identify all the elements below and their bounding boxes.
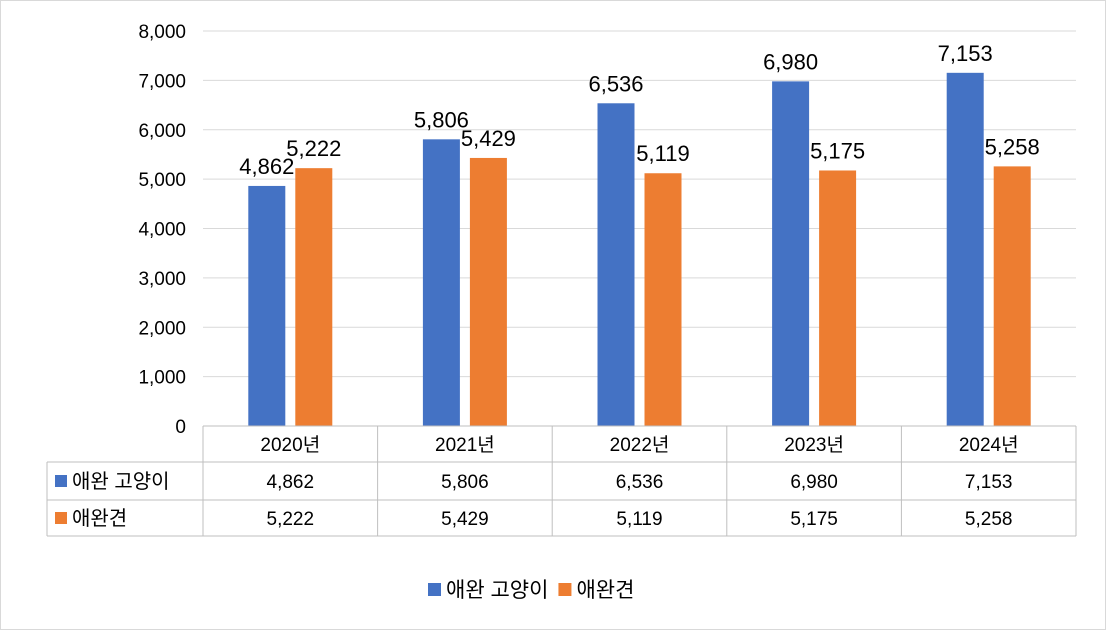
table-cell: 6,536 bbox=[616, 472, 664, 493]
data-label: 5,806 bbox=[414, 107, 469, 132]
table-cell: 5,119 bbox=[616, 509, 662, 530]
table-cell: 4,862 bbox=[267, 472, 315, 493]
y-tick-label: 1,000 bbox=[138, 368, 186, 389]
legend-label: 애완 고양이 bbox=[446, 579, 548, 602]
x-category-label: 2022년 bbox=[610, 434, 670, 456]
bar-dog bbox=[644, 173, 682, 426]
bar-cat bbox=[248, 185, 286, 426]
bar-cat bbox=[597, 103, 635, 426]
bar-dog bbox=[469, 157, 507, 427]
table-cell: 5,429 bbox=[441, 509, 489, 530]
y-tick-label: 2,000 bbox=[138, 318, 186, 339]
y-tick-label: 7,000 bbox=[138, 71, 186, 92]
legend-key bbox=[428, 583, 441, 596]
table-series-name: 애완견 bbox=[72, 507, 127, 530]
table-legend-key bbox=[55, 475, 67, 487]
legend-label: 애완견 bbox=[576, 579, 634, 602]
bar-cat bbox=[946, 72, 984, 427]
data-label: 6,536 bbox=[588, 71, 643, 96]
table-cell: 5,222 bbox=[267, 509, 315, 530]
data-label: 5,175 bbox=[810, 138, 865, 163]
table-series-name: 애완 고양이 bbox=[72, 470, 170, 493]
y-tick-label: 4,000 bbox=[138, 220, 186, 241]
y-tick-label: 5,000 bbox=[138, 170, 186, 191]
x-category-label: 2024년 bbox=[959, 434, 1019, 456]
data-label: 5,429 bbox=[461, 126, 516, 151]
x-category-label: 2020년 bbox=[260, 434, 320, 456]
x-category-label: 2023년 bbox=[784, 434, 844, 456]
y-tick-label: 0 bbox=[175, 417, 186, 438]
data-label: 5,258 bbox=[985, 134, 1040, 159]
table-legend-key bbox=[55, 512, 67, 524]
bar-cat bbox=[772, 81, 810, 427]
bar-dog bbox=[993, 166, 1031, 427]
bar-cat bbox=[422, 139, 460, 427]
table-cell: 7,153 bbox=[965, 472, 1013, 493]
bar-dog bbox=[295, 168, 333, 426]
data-label: 5,222 bbox=[286, 136, 341, 161]
table-cell: 5,175 bbox=[790, 509, 838, 530]
data-label: 7,153 bbox=[938, 41, 993, 66]
data-label: 4,862 bbox=[239, 154, 294, 179]
y-tick-label: 3,000 bbox=[138, 269, 186, 290]
table-cell: 6,980 bbox=[790, 472, 838, 493]
y-tick-label: 8,000 bbox=[138, 22, 186, 43]
y-tick-label: 6,000 bbox=[138, 121, 186, 142]
x-category-label: 2021년 bbox=[435, 434, 495, 456]
data-label: 5,119 bbox=[636, 141, 689, 166]
legend-key bbox=[558, 583, 572, 596]
bar-dog bbox=[819, 170, 857, 426]
data-label: 6,980 bbox=[763, 49, 818, 74]
table-cell: 5,806 bbox=[441, 472, 489, 493]
table-cell: 5,258 bbox=[965, 509, 1013, 530]
